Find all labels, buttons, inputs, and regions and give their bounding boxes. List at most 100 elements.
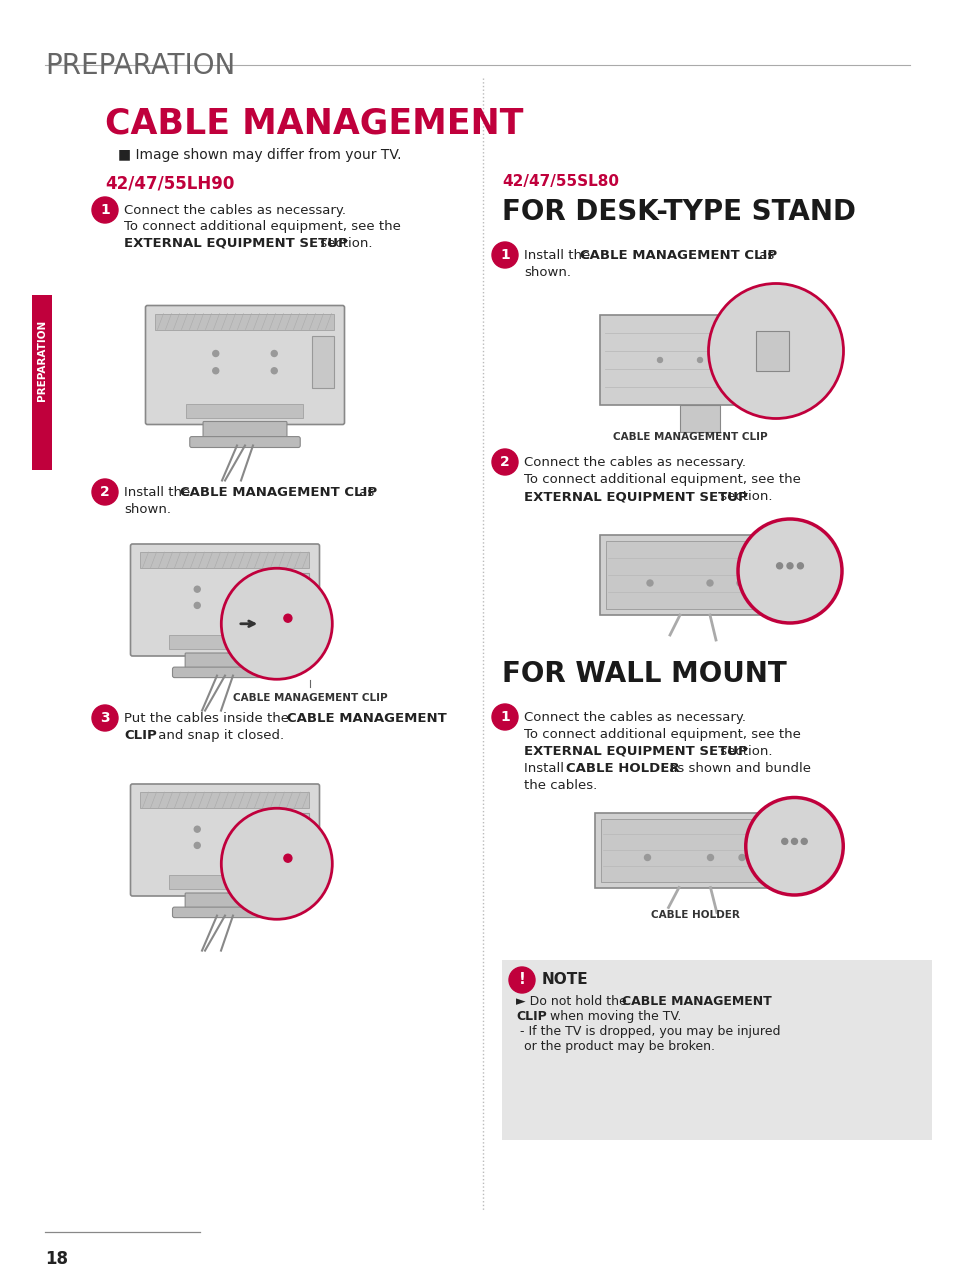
Text: 1: 1: [499, 710, 509, 724]
Text: section.: section.: [315, 237, 372, 251]
Bar: [755, 331, 789, 371]
Circle shape: [745, 798, 842, 895]
Text: ► Do not hold the: ► Do not hold the: [516, 995, 630, 1007]
Circle shape: [271, 368, 277, 374]
Text: EXTERNAL EQUIPMENT SETUP: EXTERNAL EQUIPMENT SETUP: [523, 745, 747, 758]
Circle shape: [797, 562, 802, 569]
Text: Install the: Install the: [523, 249, 594, 262]
Circle shape: [786, 562, 792, 569]
Text: section.: section.: [716, 490, 772, 502]
Text: !: !: [518, 973, 525, 987]
Bar: [140, 552, 309, 569]
Text: 18: 18: [45, 1250, 68, 1268]
Text: Connect the cables as necessary.: Connect the cables as necessary.: [523, 455, 745, 469]
Circle shape: [697, 357, 701, 363]
Text: shown.: shown.: [124, 502, 171, 516]
Circle shape: [250, 603, 255, 608]
Text: CLIP: CLIP: [124, 729, 156, 742]
Text: when moving the TV.: when moving the TV.: [545, 1010, 680, 1023]
Text: ■ Image shown may differ from your TV.: ■ Image shown may differ from your TV.: [118, 148, 401, 162]
Bar: [599, 536, 800, 614]
Circle shape: [284, 855, 292, 862]
Text: 2: 2: [499, 455, 509, 469]
Circle shape: [708, 284, 842, 418]
Text: 2: 2: [100, 485, 110, 499]
Circle shape: [781, 838, 787, 845]
FancyBboxPatch shape: [190, 436, 300, 448]
Text: CABLE MANAGEMENT: CABLE MANAGEMENT: [105, 107, 523, 141]
Text: 1: 1: [499, 248, 509, 262]
FancyBboxPatch shape: [185, 653, 265, 670]
Text: section.: section.: [716, 745, 772, 758]
Circle shape: [213, 368, 218, 374]
Bar: [186, 403, 303, 417]
Text: CABLE HOLDER: CABLE HOLDER: [565, 762, 679, 775]
Circle shape: [250, 586, 255, 593]
Text: shown.: shown.: [523, 266, 571, 279]
FancyBboxPatch shape: [203, 421, 287, 440]
Text: CABLE MANAGEMENT: CABLE MANAGEMENT: [287, 712, 446, 725]
Text: Put the cables inside the: Put the cables inside the: [124, 712, 293, 725]
Bar: [595, 813, 804, 888]
Circle shape: [776, 562, 781, 569]
Bar: [287, 572, 309, 622]
Text: To connect additional equipment, see the: To connect additional equipment, see the: [523, 728, 800, 742]
Text: 42/47/55LH90: 42/47/55LH90: [105, 174, 234, 192]
Bar: [287, 813, 309, 861]
Bar: [313, 336, 335, 388]
Circle shape: [509, 967, 535, 993]
FancyBboxPatch shape: [172, 907, 277, 917]
Text: CABLE HOLDER: CABLE HOLDER: [650, 909, 739, 920]
Circle shape: [91, 480, 118, 505]
Text: - If the TV is dropped, you may be injured: - If the TV is dropped, you may be injur…: [519, 1025, 780, 1038]
Circle shape: [91, 705, 118, 731]
Circle shape: [737, 580, 742, 586]
Text: To connect additional equipment, see the: To connect additional equipment, see the: [523, 473, 800, 486]
Text: as: as: [754, 249, 774, 262]
Text: as: as: [355, 486, 374, 499]
Circle shape: [791, 838, 797, 845]
Circle shape: [492, 449, 517, 474]
Circle shape: [194, 842, 200, 848]
Text: CABLE MANAGEMENT CLIP: CABLE MANAGEMENT CLIP: [233, 693, 387, 703]
Text: Connect the cables as necessary.: Connect the cables as necessary.: [124, 204, 346, 218]
Circle shape: [221, 808, 332, 920]
Circle shape: [284, 614, 292, 622]
Circle shape: [194, 827, 200, 832]
Circle shape: [194, 586, 200, 593]
Text: FOR DESK-TYPE STAND: FOR DESK-TYPE STAND: [501, 198, 855, 226]
FancyBboxPatch shape: [172, 667, 277, 678]
Text: CABLE MANAGEMENT CLIP: CABLE MANAGEMENT CLIP: [612, 432, 766, 441]
Text: 3: 3: [100, 711, 110, 725]
Text: Install the: Install the: [124, 486, 194, 499]
Bar: [600, 818, 799, 881]
FancyBboxPatch shape: [131, 544, 319, 656]
Text: CLIP: CLIP: [516, 1010, 546, 1023]
Text: Connect the cables as necessary.: Connect the cables as necessary.: [523, 711, 745, 724]
Text: 1: 1: [100, 204, 110, 218]
Circle shape: [707, 855, 713, 860]
Text: PREPARATION: PREPARATION: [37, 319, 47, 401]
Text: NOTE: NOTE: [541, 972, 588, 987]
Circle shape: [644, 855, 650, 860]
Text: EXTERNAL EQUIPMENT SETUP: EXTERNAL EQUIPMENT SETUP: [124, 237, 348, 251]
FancyBboxPatch shape: [131, 784, 319, 895]
Text: the cables.: the cables.: [523, 778, 597, 792]
Circle shape: [706, 580, 712, 586]
Text: or the product may be broken.: or the product may be broken.: [523, 1040, 714, 1053]
Bar: [140, 792, 309, 808]
Circle shape: [492, 703, 517, 730]
Circle shape: [250, 827, 255, 832]
Bar: [32, 295, 52, 469]
Bar: [170, 875, 280, 889]
Circle shape: [657, 357, 661, 363]
Text: CABLE MANAGEMENT CLIP: CABLE MANAGEMENT CLIP: [579, 249, 777, 262]
Circle shape: [91, 197, 118, 223]
Bar: [605, 541, 793, 609]
Circle shape: [250, 842, 255, 848]
Text: PREPARATION: PREPARATION: [45, 52, 235, 80]
Circle shape: [737, 357, 741, 363]
Circle shape: [646, 580, 652, 586]
Text: CABLE MANAGEMENT CLIP: CABLE MANAGEMENT CLIP: [180, 486, 376, 499]
Bar: [155, 313, 335, 329]
